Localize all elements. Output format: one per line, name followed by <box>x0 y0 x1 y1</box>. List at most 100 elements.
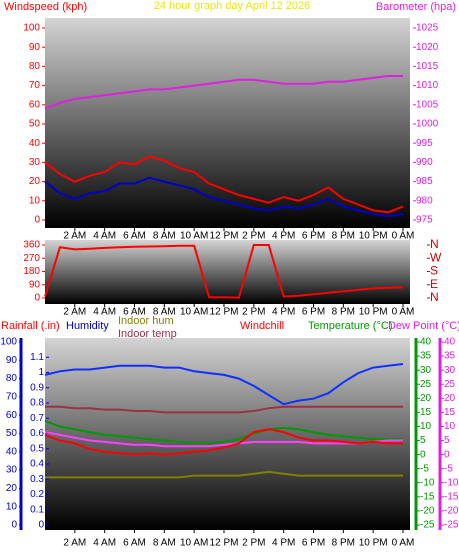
series-line <box>44 419 403 445</box>
y-tick-label: 60 <box>6 410 18 421</box>
y-tick-label: 100 <box>23 23 40 34</box>
y-tick-label: 980 <box>416 195 433 206</box>
y-tick-label: 5 <box>444 435 450 446</box>
y-tick-label: 10 <box>29 195 41 206</box>
y-tick-label: 40 <box>444 337 456 348</box>
y-tick-label: 60 <box>29 99 41 110</box>
x-tick-label: 2 AM <box>63 538 86 549</box>
x-tick-label: 0 AM <box>392 231 415 242</box>
y-tick-label: -5 <box>444 463 453 474</box>
x-tick-label: 8 AM <box>153 231 176 242</box>
y-tick-label: -20 <box>444 506 459 517</box>
x-tick-label: 10 AM <box>180 231 208 242</box>
x-tick-label: 4 PM <box>272 307 295 318</box>
series-line <box>44 155 404 214</box>
y-tick-label: 0 <box>11 520 17 531</box>
series-line <box>45 470 403 479</box>
plot-background <box>45 18 410 228</box>
y-tick-label: 30 <box>420 365 432 376</box>
y-tick-label: -10 <box>444 477 459 488</box>
y-tick-label: 25 <box>420 379 432 390</box>
axis-label: Rainfall (.in) <box>1 320 60 332</box>
y-tick-label: -10 <box>420 477 435 488</box>
series-line <box>44 363 404 406</box>
y-tick-label: 20 <box>6 483 18 494</box>
y-tick-label: W <box>430 250 442 264</box>
legend-label: Indoor hum <box>118 315 174 327</box>
y-tick-label: 10 <box>420 421 432 432</box>
x-tick-label: 6 PM <box>302 538 325 549</box>
y-tick-label: 90 <box>29 279 41 290</box>
axis-label: Dew Point (°C) <box>388 320 459 332</box>
y-tick-label: -5 <box>420 463 429 474</box>
y-tick-label: 15 <box>420 407 432 418</box>
x-tick-label: 10 AM <box>180 307 208 318</box>
y-tick-label: 995 <box>416 138 433 149</box>
y-tick-label: 35 <box>444 351 456 362</box>
legend-label: Windchill <box>240 320 284 332</box>
y-tick-label: 1 <box>38 367 44 378</box>
y-tick-label: 70 <box>6 392 18 403</box>
y-tick-label: 1.1 <box>30 352 44 363</box>
x-tick-label: 8 AM <box>153 538 176 549</box>
y-tick-label: 0.7 <box>30 413 44 424</box>
y-tick-label: 975 <box>416 215 433 226</box>
y-tick-label: 0 <box>34 215 40 226</box>
x-tick-label: 8 PM <box>332 307 355 318</box>
y-tick-label: 50 <box>29 119 41 130</box>
y-tick-label: -15 <box>444 491 459 502</box>
x-tick-label: 12 PM <box>210 307 239 318</box>
y-tick-label: 80 <box>29 61 41 72</box>
y-tick-label: 0 <box>444 449 450 460</box>
chart-title: 24 hour graph day April 12 2026 <box>154 0 311 12</box>
y-tick-label: 30 <box>444 365 456 376</box>
series-line <box>44 176 404 218</box>
x-tick-label: 12 PM <box>210 231 239 242</box>
series-line <box>44 244 404 299</box>
y-tick-label: -20 <box>420 506 435 517</box>
x-tick-label: 4 PM <box>272 231 295 242</box>
y-tick-label: 10 <box>6 501 18 512</box>
plot-background <box>45 338 410 530</box>
y-tick-label: 1005 <box>416 99 439 110</box>
x-tick-label: 4 AM <box>93 538 116 549</box>
plot-background <box>45 240 410 304</box>
x-tick-label: 8 PM <box>332 538 355 549</box>
y-tick-label: 1010 <box>416 80 439 91</box>
x-tick-label: 6 PM <box>302 307 325 318</box>
y-tick-label: 30 <box>29 157 41 168</box>
y-tick-label: -25 <box>444 520 459 531</box>
y-tick-label: 0.2 <box>30 489 44 500</box>
y-tick-label: 0.1 <box>30 504 44 515</box>
x-tick-label: 2 AM <box>63 231 86 242</box>
y-tick-label: 70 <box>29 80 41 91</box>
x-tick-label: 10 PM <box>359 538 388 549</box>
x-tick-label: 4 AM <box>93 307 116 318</box>
x-tick-label: 4 AM <box>93 231 116 242</box>
y-tick-label: 100 <box>0 337 17 348</box>
x-tick-label: 2 PM <box>242 307 265 318</box>
x-tick-label: 12 PM <box>210 538 239 549</box>
y-tick-label: 20 <box>420 393 432 404</box>
x-tick-label: 10 AM <box>180 538 208 549</box>
y-tick-label: 50 <box>6 428 18 439</box>
axis-label: Barometer (hpa) <box>376 1 456 13</box>
y-tick-label: -15 <box>420 491 435 502</box>
x-tick-label: 6 AM <box>123 231 146 242</box>
y-tick-label: 1020 <box>416 42 439 53</box>
y-tick-label: 1015 <box>416 61 439 72</box>
axis-label: Temperature (°C) <box>308 320 392 332</box>
y-tick-label: 25 <box>444 379 456 390</box>
y-tick-label: 1025 <box>416 23 439 34</box>
x-tick-label: 2 AM <box>63 307 86 318</box>
y-tick-label: 180 <box>23 266 40 277</box>
y-tick-label: 0 <box>38 520 44 531</box>
series-line <box>44 75 403 110</box>
axis-label: Windspeed (kph) <box>4 1 87 13</box>
y-tick-label: 0.8 <box>30 398 44 409</box>
x-tick-label: 10 PM <box>359 231 388 242</box>
x-tick-label: 2 PM <box>242 538 265 549</box>
x-tick-label: 6 PM <box>302 231 325 242</box>
series-line <box>45 405 403 414</box>
